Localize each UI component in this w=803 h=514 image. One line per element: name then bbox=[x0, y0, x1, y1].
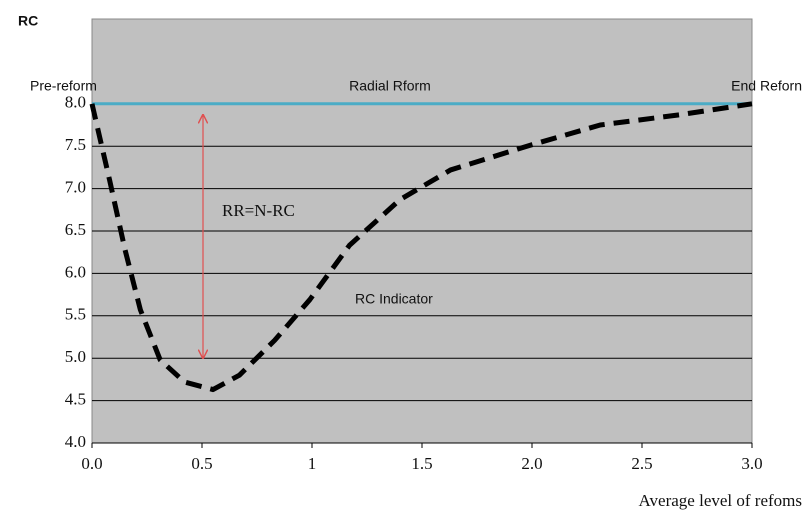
y-tick-label: 5.0 bbox=[65, 347, 86, 366]
y-axis-label: RC bbox=[18, 13, 38, 29]
y-tick-label: 5.5 bbox=[65, 305, 86, 324]
x-tick-label: 2.0 bbox=[521, 454, 542, 473]
y-tick-label: 6.5 bbox=[65, 220, 86, 239]
y-tick-label: 6.0 bbox=[65, 262, 86, 281]
x-tick-label: 0.0 bbox=[81, 454, 102, 473]
annotation: RC Indicator bbox=[355, 291, 433, 307]
x-tick-label: 2.5 bbox=[631, 454, 652, 473]
series-line bbox=[89, 101, 753, 393]
annotation: Pre-reform bbox=[30, 78, 97, 94]
annotation: Radial Rform bbox=[349, 78, 431, 94]
x-tick-label: 0.5 bbox=[191, 454, 212, 473]
x-axis-label: Average level of refoms bbox=[639, 491, 802, 510]
x-tick-label: 3.0 bbox=[741, 454, 762, 473]
annotation: End Reforn bbox=[731, 78, 802, 94]
y-tick-label: 4.5 bbox=[65, 390, 86, 409]
annotation: RR=N-RC bbox=[222, 201, 295, 220]
y-tick-label: 4.0 bbox=[65, 432, 86, 451]
y-tick-label: 8.0 bbox=[65, 93, 86, 112]
y-tick-label: 7.5 bbox=[65, 135, 86, 154]
y-tick-label: 7.0 bbox=[65, 178, 86, 197]
x-tick-label: 1 bbox=[308, 454, 317, 473]
x-tick-label: 1.5 bbox=[411, 454, 432, 473]
